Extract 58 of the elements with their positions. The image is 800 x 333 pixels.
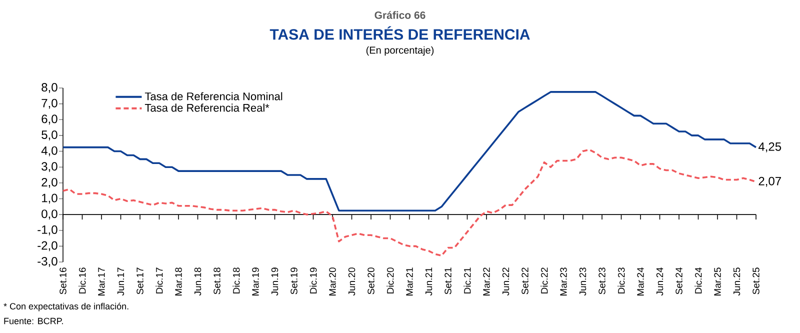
legend-label: Tasa de Referencia Real* — [144, 104, 270, 112]
data-label: 2,07 — [758, 176, 781, 187]
data-label: 4,25 — [758, 142, 782, 152]
x-tick-label: Dic.18 — [232, 268, 240, 294]
x-tick-label: Jun.24 — [656, 267, 664, 296]
x-tick-label: Jun.21 — [425, 268, 432, 296]
x-tick-label: Mar.25 — [714, 268, 721, 296]
y-tick-label: -2,0 — [38, 241, 58, 252]
x-tick-label: Jun.17 — [117, 268, 124, 296]
x-tick-label: Dic.21 — [464, 268, 471, 294]
x-tick-label: Jun.20 — [348, 268, 356, 296]
x-tick-label: Set.25 — [752, 268, 760, 294]
y-tick-label: 3,0 — [42, 162, 58, 172]
legend-label: Tasa de Referencia Nominal — [144, 92, 282, 100]
text: Gráfico 66 — [374, 11, 426, 19]
x-tick-label: Dic.22 — [540, 268, 548, 294]
y-tick-label: 2,0 — [42, 178, 58, 188]
x-tick-label: Jun.18 — [194, 268, 202, 296]
y-tick-label: 5,0 — [42, 130, 58, 140]
x-tick-label: Set.23 — [598, 268, 606, 294]
x-tick-label: Set.22 — [522, 268, 528, 294]
x-tick-label: Dic.17 — [156, 268, 163, 294]
chart-title: TASA DE INTERÉS DE REFERENCIA — [270, 26, 530, 40]
y-tick-label: 4,0 — [41, 146, 58, 156]
x-tick-label: Mar.24 — [637, 267, 644, 296]
x-tick-label: Mar.19 — [252, 268, 259, 296]
source-note: Fuente: BCRP. — [4, 318, 63, 324]
y-tick-label: -1,0 — [38, 225, 58, 236]
x-tick-label: Dic.20 — [386, 268, 394, 294]
y-tick-label: 7,0 — [42, 98, 58, 109]
x-tick-label: Set.24 — [676, 267, 682, 294]
x-tick-label: Mar.17 — [98, 268, 105, 296]
x-tick-label: Jun.23 — [579, 268, 586, 296]
y-tick-label: 1,0 — [42, 194, 58, 204]
x-tick-label: Jun.19 — [271, 268, 278, 296]
x-tick-label: Mar.21 — [406, 268, 413, 296]
y-tick-label: -3,0 — [38, 257, 58, 267]
y-tick-label: 0,0 — [42, 210, 58, 220]
x-tick-label: Mar.20 — [329, 268, 336, 296]
x-tick-label: Set.18 — [214, 268, 220, 294]
x-tick-label: Dic.23 — [618, 268, 625, 294]
x-tick-label: Dic.24 — [694, 267, 702, 294]
x-tick-label: Jun.25 — [733, 268, 740, 296]
x-tick-label: Set.16 — [60, 268, 66, 294]
x-tick-label: Dic.16 — [78, 268, 86, 294]
x-tick-label: Mar.18 — [175, 268, 182, 296]
y-tick-label: 6,0 — [42, 114, 58, 125]
x-tick-label: Mar.23 — [560, 268, 567, 296]
y-tick-label: 8,0 — [42, 83, 58, 93]
x-tick-label: Set.17 — [136, 268, 144, 294]
x-tick-label: Set.21 — [444, 268, 452, 294]
chart-subtitle: (En porcentaje) — [366, 46, 434, 56]
x-tick-label: Dic.19 — [310, 268, 317, 294]
text: * Con expectativas de inflación. — [4, 302, 128, 312]
x-tick-label: Set.19 — [290, 268, 298, 294]
x-tick-label: Jun.22 — [502, 268, 510, 296]
x-tick-label: Mar.22 — [483, 268, 490, 296]
x-tick-label: Set.20 — [368, 268, 374, 294]
